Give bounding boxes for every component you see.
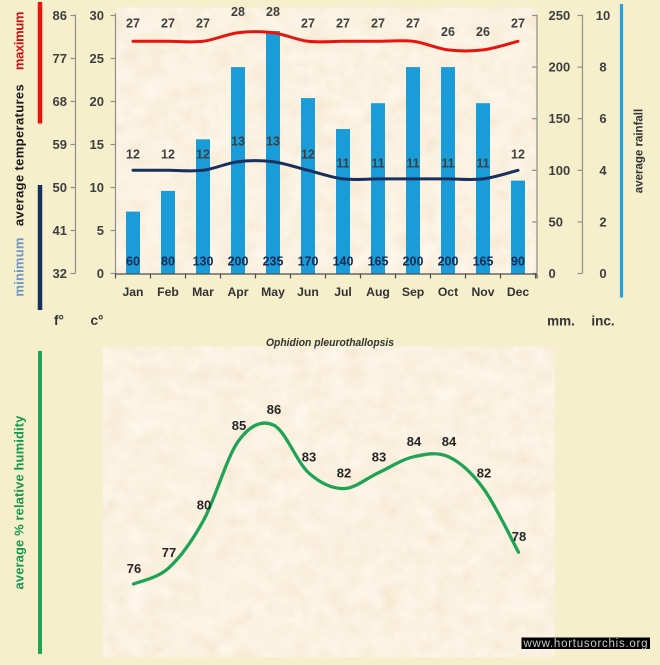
svg-text:Sep: Sep xyxy=(402,285,424,299)
svg-text:15: 15 xyxy=(90,137,104,152)
svg-text:Dec: Dec xyxy=(507,285,530,299)
svg-text:85: 85 xyxy=(232,418,246,433)
svg-text:11: 11 xyxy=(371,157,384,171)
svg-text:11: 11 xyxy=(441,157,454,171)
svg-text:60: 60 xyxy=(126,255,140,269)
svg-text:Jul: Jul xyxy=(334,285,352,299)
svg-text:76: 76 xyxy=(127,561,141,576)
svg-text:inc.: inc. xyxy=(591,314,614,329)
svg-text:2: 2 xyxy=(599,214,606,229)
svg-text:average % relative humidity: average % relative humidity xyxy=(12,415,27,590)
svg-text:11: 11 xyxy=(476,157,489,171)
svg-text:140: 140 xyxy=(333,255,354,269)
svg-text:Jan: Jan xyxy=(122,285,143,299)
svg-text:80: 80 xyxy=(197,497,211,512)
svg-text:12: 12 xyxy=(196,148,210,162)
svg-text:77: 77 xyxy=(162,545,176,560)
svg-text:Aug: Aug xyxy=(366,285,390,299)
svg-text:200: 200 xyxy=(228,255,249,269)
svg-text:170: 170 xyxy=(298,255,319,269)
svg-text:27: 27 xyxy=(301,17,315,31)
svg-text:27: 27 xyxy=(161,17,175,31)
svg-text:130: 130 xyxy=(193,255,214,269)
svg-text:27: 27 xyxy=(196,17,210,31)
svg-text:100: 100 xyxy=(549,163,571,178)
svg-text:27: 27 xyxy=(406,17,420,31)
svg-text:82: 82 xyxy=(477,466,491,481)
svg-text:50: 50 xyxy=(549,214,563,229)
svg-text:41: 41 xyxy=(53,223,67,238)
svg-text:83: 83 xyxy=(372,450,386,465)
svg-text:f°: f° xyxy=(54,313,64,328)
svg-text:12: 12 xyxy=(511,148,525,162)
svg-text:average rainfall: average rainfall xyxy=(634,109,646,193)
svg-text:84: 84 xyxy=(442,434,457,449)
svg-text:250: 250 xyxy=(549,8,571,23)
svg-text:68: 68 xyxy=(53,94,67,109)
svg-text:59: 59 xyxy=(53,137,67,152)
svg-text:maximum: maximum xyxy=(12,12,27,70)
svg-text:12: 12 xyxy=(126,148,140,162)
svg-text:80: 80 xyxy=(161,255,175,269)
svg-text:10: 10 xyxy=(596,8,610,23)
svg-text:27: 27 xyxy=(371,17,385,31)
svg-text:200: 200 xyxy=(549,60,571,75)
svg-text:84: 84 xyxy=(407,434,422,449)
svg-text:0: 0 xyxy=(549,266,556,281)
svg-text:Nov: Nov xyxy=(471,285,494,299)
svg-text:www.hortusorchis.org: www.hortusorchis.org xyxy=(523,638,648,650)
svg-text:6: 6 xyxy=(599,111,606,126)
svg-text:13: 13 xyxy=(266,135,280,149)
svg-text:5: 5 xyxy=(97,223,104,238)
svg-text:28: 28 xyxy=(231,5,245,19)
svg-text:0: 0 xyxy=(97,266,104,281)
svg-text:28: 28 xyxy=(266,5,280,19)
svg-text:8: 8 xyxy=(599,60,606,75)
svg-text:165: 165 xyxy=(473,255,494,269)
svg-text:235: 235 xyxy=(263,255,284,269)
svg-text:50: 50 xyxy=(53,180,67,195)
svg-text:25: 25 xyxy=(90,51,104,66)
svg-text:20: 20 xyxy=(90,94,104,109)
svg-text:82: 82 xyxy=(337,466,351,481)
svg-text:165: 165 xyxy=(368,255,389,269)
svg-text:150: 150 xyxy=(549,111,571,126)
svg-text:c°: c° xyxy=(91,313,104,328)
svg-text:13: 13 xyxy=(231,135,245,149)
svg-text:27: 27 xyxy=(126,17,140,31)
svg-text:Ophidion pleurothallopsis: Ophidion pleurothallopsis xyxy=(266,337,394,349)
svg-text:0: 0 xyxy=(599,266,606,281)
svg-text:86: 86 xyxy=(267,402,281,417)
svg-text:minimum: minimum xyxy=(12,237,27,296)
svg-text:Oct: Oct xyxy=(438,285,458,299)
svg-text:average temperatures: average temperatures xyxy=(12,84,27,226)
svg-text:11: 11 xyxy=(336,157,349,171)
svg-text:12: 12 xyxy=(301,148,315,162)
svg-text:Jun: Jun xyxy=(297,285,319,299)
svg-text:90: 90 xyxy=(511,255,525,269)
svg-text:78: 78 xyxy=(512,529,526,544)
svg-text:77: 77 xyxy=(53,51,67,66)
svg-text:27: 27 xyxy=(336,17,350,31)
svg-text:12: 12 xyxy=(161,148,175,162)
svg-text:200: 200 xyxy=(438,255,459,269)
svg-text:11: 11 xyxy=(406,157,419,171)
svg-text:Mar: Mar xyxy=(192,285,214,299)
svg-text:200: 200 xyxy=(403,255,424,269)
svg-text:86: 86 xyxy=(53,8,67,23)
svg-text:30: 30 xyxy=(90,8,104,23)
svg-text:83: 83 xyxy=(302,450,316,465)
svg-text:26: 26 xyxy=(476,25,490,39)
svg-text:May: May xyxy=(261,285,285,299)
svg-text:4: 4 xyxy=(599,163,607,178)
svg-text:26: 26 xyxy=(441,25,455,39)
svg-text:10: 10 xyxy=(90,180,104,195)
svg-text:32: 32 xyxy=(53,266,67,281)
svg-text:27: 27 xyxy=(511,17,525,31)
svg-text:Feb: Feb xyxy=(157,285,179,299)
svg-text:mm.: mm. xyxy=(547,314,575,329)
svg-text:Apr: Apr xyxy=(228,285,249,299)
